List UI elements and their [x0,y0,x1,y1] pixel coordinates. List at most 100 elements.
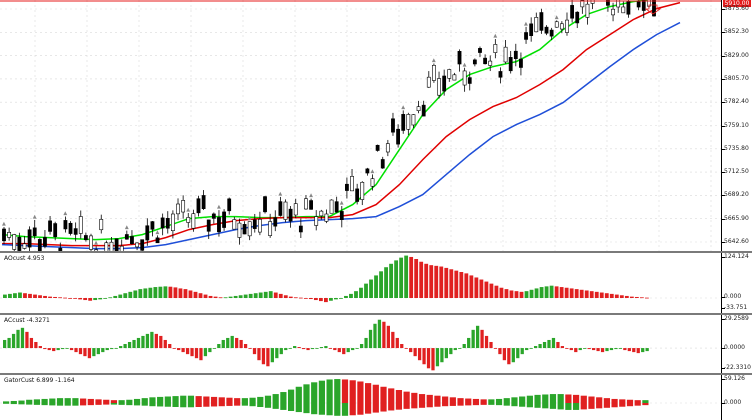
gator-lower-bar [634,403,641,406]
fractal-marker: ▲ [432,57,436,63]
pane-separator[interactable] [0,373,752,375]
gator-lower-bar [611,403,618,408]
candle-body [488,60,493,66]
histogram-bar [113,295,118,298]
candle-body [114,238,119,251]
gator-upper-bar [426,394,433,403]
candle-body [170,213,175,231]
candle-body [293,203,298,216]
histogram-bar [484,335,489,349]
histogram-bar [16,329,20,349]
price-axis-tickmark [722,9,725,10]
histogram-bar [288,296,293,298]
histogram-bar [529,348,533,349]
ac-indicator-pane[interactable]: ACcust -4.3271 29.2589 0.0000 -22.3310 [0,315,752,373]
ac-plot-area[interactable]: ACcust -4.3271 [0,315,721,373]
price-chart-svg: ▲▲▲▲▲▲▲▲▲▲▲▲▲▲▲▲▲▲▲▲▲▲ [0,0,721,251]
pane-separator[interactable] [0,313,752,315]
candle-body [462,70,467,86]
candle-body [432,65,436,81]
candle-body [89,235,93,250]
histogram-bar [306,348,310,351]
candle-body [580,0,585,8]
ac-axis[interactable]: 29.2589 0.0000 -22.3310 [721,315,752,373]
price-plot-area[interactable]: ▲▲▲▲▲▲▲▲▲▲▲▲▲▲▲▲▲▲▲▲▲▲ [0,0,721,251]
gator-plot-area[interactable]: GatorCust 6.899 -1.164 [0,375,721,420]
gator-lower-bar [480,403,487,405]
histogram-bar [283,295,288,298]
histogram-bar [440,348,444,363]
gator-upper-bar [457,398,464,403]
gator-lower-bar [565,403,572,410]
histogram-bar [471,329,475,349]
ao-indicator-pane[interactable]: AOcust 4.953 124.124 0.000 -33.751 [0,253,752,313]
histogram-bar [354,291,358,298]
gator-upper-bar [41,398,48,403]
candle-body [411,114,416,126]
histogram-bar [193,291,198,298]
histogram-bar [23,293,27,298]
gator-upper-bar [526,395,533,403]
histogram-bar [273,292,278,298]
price-chart-pane[interactable]: ▲▲▲▲▲▲▲▲▲▲▲▲▲▲▲▲▲▲▲▲▲▲ 5910.00 5875.6058… [0,0,752,291]
candle-body [150,221,155,230]
candle-body [160,217,165,229]
histogram-bar [38,346,42,349]
histogram-bar [417,348,422,361]
ao-plot-area[interactable]: AOcust 4.953 [0,253,721,313]
histogram-bar [328,348,332,349]
gator-lower-bar [357,403,364,415]
histogram-bar [53,296,57,298]
gator-upper-bar [10,400,17,403]
gator-lower-bar [341,403,349,416]
pane-separator[interactable] [0,251,752,253]
candle-body [524,32,528,40]
histogram-bar [560,346,565,349]
gator-upper-bar [349,380,356,403]
gator-lower-bar [33,403,41,405]
histogram-bar [364,283,368,298]
histogram-bar [308,298,313,300]
candle-body [94,249,99,251]
histogram-bar [355,348,359,349]
gator-upper-bar [56,398,64,403]
histogram-bar [223,297,228,299]
histogram-bar [449,269,454,298]
candle-body [232,219,237,230]
gator-lower-bar [526,403,533,408]
histogram-bar [168,286,173,298]
gator-lower-bar [557,403,564,410]
histogram-bar [419,261,424,298]
histogram-bar [529,289,534,298]
sell-arrow-icon [644,4,662,15]
histogram-bar [266,348,270,367]
histogram-bar [605,348,609,352]
histogram-bar [409,256,414,298]
histogram-bar [565,348,569,349]
histogram-bar [153,287,158,298]
gator-lower-bar [457,403,464,406]
histogram-bar [431,348,435,371]
candle-body [391,118,395,133]
histogram-bar [574,289,579,298]
gator-upper-bar [280,392,287,403]
candle-body [37,239,42,251]
gator-lower-bar [519,403,526,407]
histogram-bar [619,295,624,298]
histogram-bar [8,293,12,298]
histogram-bar [538,344,542,349]
candle-body [43,237,47,247]
ao-axis[interactable]: 124.124 0.000 -33.751 [721,253,752,313]
gator-lower-bar [195,403,202,407]
gator-upper-bar [472,398,480,403]
histogram-bar [319,347,324,349]
gator-upper-bar [33,399,41,403]
gator-indicator-pane[interactable]: GatorCust 6.899 -1.164 59.126 0.000 [0,375,752,420]
gator-axis[interactable]: 59.126 0.000 [721,375,752,420]
gator-lower-bar [133,403,141,406]
histogram-bar [516,348,520,359]
price-axis[interactable]: 5910.00 5875.60 5852.30 5829.00 5805.70 5782… [721,0,752,291]
histogram-bar [368,329,373,349]
histogram-bar [636,348,640,354]
histogram-bar [444,348,449,359]
